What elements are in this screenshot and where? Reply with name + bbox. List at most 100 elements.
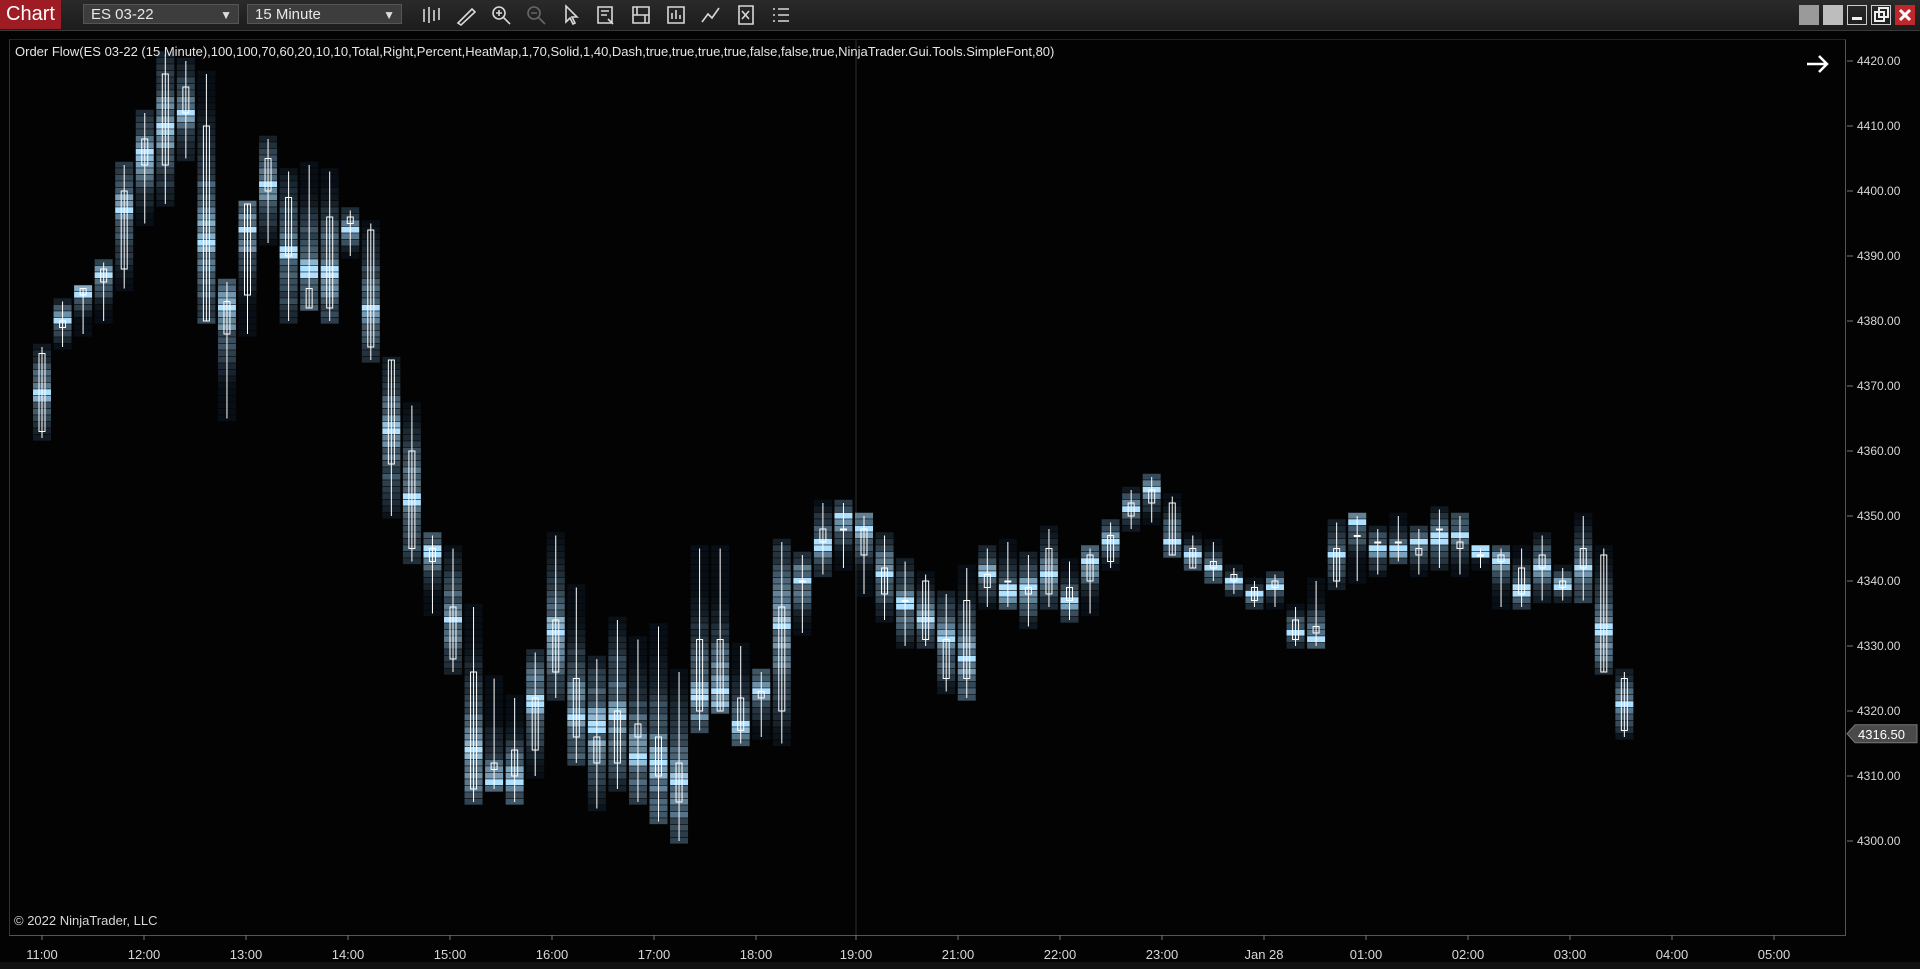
volume-level	[1286, 603, 1305, 610]
strategies-icon[interactable]	[663, 3, 689, 27]
volume-level	[1533, 532, 1552, 539]
volume-level	[1204, 538, 1223, 545]
candle-body	[860, 528, 868, 556]
candle-body	[1250, 587, 1258, 601]
close-icon[interactable]	[1895, 5, 1915, 25]
x-tick-label: 22:00	[1044, 947, 1077, 962]
candle-body	[1477, 554, 1484, 557]
chart-trader-icon[interactable]	[768, 3, 794, 27]
volume-level	[94, 259, 113, 266]
candle-body	[223, 301, 231, 335]
volume-level	[834, 499, 853, 506]
candle-body	[901, 600, 909, 602]
chart-tab[interactable]: Chart	[0, 0, 61, 29]
chart-area[interactable]	[0, 31, 1920, 969]
x-tick-label: 18:00	[740, 947, 773, 962]
volume-level	[752, 668, 771, 675]
volume-level	[567, 584, 586, 591]
candle-body	[202, 125, 210, 322]
y-tick-label: 4330.00	[1857, 639, 1901, 653]
x-tick-label: 21:00	[942, 947, 975, 962]
candle-body	[428, 548, 436, 562]
arrow-right-icon[interactable]	[1805, 52, 1831, 76]
volume-level	[259, 135, 278, 142]
last-price-label: 4316.50	[1858, 727, 1905, 742]
volume-level	[1553, 564, 1572, 571]
volume-level	[1450, 512, 1469, 519]
properties-icon[interactable]	[628, 3, 654, 27]
candle-body	[613, 710, 621, 764]
zoom-in-icon[interactable]	[488, 3, 514, 27]
volume-level	[1430, 506, 1449, 513]
volume-level	[402, 402, 421, 409]
candle-body	[983, 574, 991, 588]
candle-body	[1086, 554, 1094, 582]
instrument-dropdown[interactable]: ES 03-22 ▼	[83, 4, 239, 24]
data-box-icon[interactable]	[593, 3, 619, 27]
volume-level	[1471, 545, 1490, 552]
y-tick-label: 4320.00	[1857, 704, 1901, 718]
indicators-icon[interactable]	[698, 3, 724, 27]
candle-body	[655, 736, 662, 777]
volume-level	[587, 655, 606, 662]
chevron-down-icon: ▼	[383, 8, 395, 22]
candle-body	[449, 606, 457, 660]
candle-body	[1168, 502, 1176, 556]
y-tick-label: 4340.00	[1857, 574, 1901, 588]
candle-body	[963, 600, 971, 679]
candle-body	[737, 697, 745, 731]
x-tick-label: 13:00	[230, 947, 263, 962]
candle-body	[1456, 541, 1464, 549]
candle-body	[593, 736, 601, 764]
volume-level	[279, 168, 298, 175]
window-option-icon[interactable]	[1799, 5, 1819, 25]
candle-body	[1004, 580, 1012, 583]
templates-icon[interactable]	[733, 3, 759, 27]
candle-body	[264, 158, 272, 192]
candle-body	[387, 359, 395, 465]
candle-body	[1333, 548, 1341, 582]
volume-level	[1348, 512, 1367, 519]
candle-body	[141, 138, 149, 166]
drawing-tool-icon[interactable]	[453, 3, 479, 27]
candle-body	[696, 639, 704, 712]
candle-body	[1394, 541, 1402, 544]
volume-level	[1368, 525, 1387, 532]
candle-body	[346, 216, 354, 224]
bar-type-icon[interactable]	[418, 3, 444, 27]
volume-level	[1245, 577, 1264, 584]
volume-level	[217, 278, 236, 285]
last-price-marker	[1846, 724, 1918, 744]
x-tick-label: 01:00	[1350, 947, 1383, 962]
volume-level	[1594, 545, 1613, 552]
zoom-out-icon[interactable]	[523, 3, 549, 27]
interval-dropdown[interactable]: 15 Minute ▼	[247, 4, 402, 24]
candle-body	[367, 229, 375, 348]
volume-level	[1389, 512, 1408, 519]
x-tick-label: 02:00	[1452, 947, 1485, 962]
volume-level	[53, 298, 72, 305]
copyright-text: © 2022 NinjaTrader, LLC	[14, 913, 158, 928]
candle-body	[244, 203, 251, 296]
window-option-icon-2[interactable]	[1823, 5, 1843, 25]
candle-body	[511, 749, 519, 777]
volume-level	[135, 109, 154, 116]
candle-body	[531, 697, 539, 751]
minimize-icon[interactable]	[1847, 5, 1867, 25]
volume-level	[341, 207, 360, 214]
volume-level	[855, 512, 873, 519]
volume-level	[1307, 577, 1326, 584]
x-tick-label: 11:00	[26, 947, 58, 962]
candle-body	[285, 197, 293, 257]
restore-icon[interactable]	[1871, 5, 1891, 25]
y-tick-label: 4310.00	[1857, 769, 1901, 783]
candle-body	[1127, 502, 1135, 517]
x-tick-label: 16:00	[536, 947, 569, 962]
y-tick-label: 4350.00	[1857, 509, 1901, 523]
volume-level	[176, 57, 195, 64]
candle-body	[1559, 580, 1567, 588]
x-tick-label: 04:00	[1656, 947, 1689, 962]
volume-level	[1512, 545, 1531, 552]
volume-level	[1101, 519, 1120, 526]
pointer-icon[interactable]	[558, 3, 584, 27]
